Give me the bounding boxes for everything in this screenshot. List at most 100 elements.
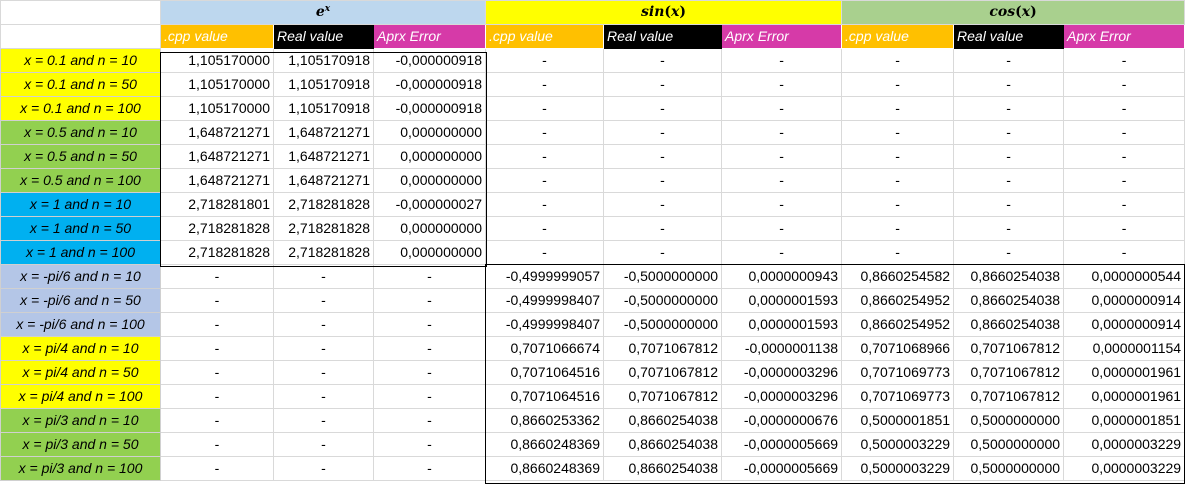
table-cell[interactable]: - — [841, 192, 955, 217]
group-header-cos[interactable]: cos(x) — [841, 0, 1186, 25]
table-cell[interactable]: - — [603, 120, 723, 145]
table-cell[interactable]: 0,000000000 — [372, 168, 487, 193]
table-cell[interactable]: 1,648721271 — [160, 144, 274, 169]
table-cell[interactable]: - — [160, 360, 274, 385]
row-label[interactable]: x = pi/4 and n = 10 — [0, 336, 161, 361]
table-cell[interactable]: - — [953, 48, 1065, 73]
table-cell[interactable]: 0,0000001593 — [721, 288, 843, 313]
table-cell[interactable]: -0,0000003296 — [721, 384, 843, 409]
table-cell[interactable]: - — [273, 360, 374, 385]
table-cell[interactable]: - — [1063, 48, 1186, 73]
row-label[interactable]: x = 0.5 and n = 100 — [0, 168, 161, 193]
table-cell[interactable]: 0,0000001851 — [1063, 408, 1186, 433]
table-cell[interactable]: 0,8660254038 — [953, 312, 1065, 337]
table-cell[interactable]: - — [721, 120, 843, 145]
table-cell[interactable]: - — [603, 144, 723, 169]
table-cell[interactable]: - — [953, 216, 1065, 241]
table-cell[interactable]: - — [485, 96, 605, 121]
table-cell[interactable]: -0,0000001138 — [721, 336, 843, 361]
row-label[interactable]: x = 1 and n = 50 — [0, 216, 161, 241]
table-cell[interactable]: - — [372, 360, 487, 385]
table-cell[interactable]: - — [485, 72, 605, 97]
row-label[interactable]: x = 1 and n = 100 — [0, 240, 161, 265]
table-cell[interactable]: -0,5000000000 — [603, 288, 723, 313]
table-cell[interactable]: - — [372, 288, 487, 313]
table-cell[interactable]: 0,7071067812 — [953, 336, 1065, 361]
table-cell[interactable]: 0,5000001851 — [841, 408, 955, 433]
table-cell[interactable]: - — [273, 432, 374, 457]
table-cell[interactable]: - — [721, 96, 843, 121]
table-cell[interactable]: - — [721, 48, 843, 73]
column-header[interactable]: .cpp value — [485, 24, 605, 49]
table-cell[interactable]: - — [1063, 192, 1186, 217]
table-cell[interactable]: - — [603, 240, 723, 265]
row-label[interactable]: x = 1 and n = 10 — [0, 192, 161, 217]
row-label[interactable]: x = -pi/6 and n = 10 — [0, 264, 161, 289]
table-cell[interactable]: 0,7071064516 — [485, 360, 605, 385]
table-cell[interactable]: - — [1063, 240, 1186, 265]
table-cell[interactable]: 0,000000000 — [372, 216, 487, 241]
table-cell[interactable]: 0,000000000 — [372, 240, 487, 265]
row-label[interactable]: x = 0.1 and n = 10 — [0, 48, 161, 73]
table-cell[interactable]: - — [273, 264, 374, 289]
table-cell[interactable]: -0,0000003296 — [721, 360, 843, 385]
group-header-ex[interactable]: ex — [159, 0, 487, 25]
table-cell[interactable]: - — [485, 240, 605, 265]
table-cell[interactable]: 0,8660254582 — [841, 264, 955, 289]
table-cell[interactable]: - — [721, 72, 843, 97]
table-cell[interactable]: 0,0000001593 — [721, 312, 843, 337]
table-cell[interactable]: 0,8660248369 — [485, 432, 605, 457]
column-header[interactable]: .cpp value — [841, 24, 955, 49]
table-cell[interactable]: - — [841, 96, 955, 121]
table-cell[interactable]: 0,7071069773 — [841, 360, 955, 385]
table-cell[interactable]: - — [953, 120, 1065, 145]
table-cell[interactable]: 0,0000001154 — [1063, 336, 1186, 361]
table-cell[interactable]: - — [160, 408, 274, 433]
table-cell[interactable]: - — [273, 384, 374, 409]
table-cell[interactable]: 1,105170000 — [160, 96, 274, 121]
table-cell[interactable]: - — [841, 168, 955, 193]
table-cell[interactable]: 1,648721271 — [273, 120, 374, 145]
table-cell[interactable]: 1,105170918 — [273, 96, 374, 121]
table-cell[interactable]: - — [160, 312, 274, 337]
table-cell[interactable]: - — [160, 384, 274, 409]
table-cell[interactable]: -0,4999999057 — [485, 264, 605, 289]
column-header[interactable]: Real value — [603, 24, 723, 49]
table-cell[interactable]: - — [273, 456, 374, 481]
column-header[interactable]: .cpp value — [160, 24, 274, 49]
table-cell[interactable]: - — [721, 192, 843, 217]
table-cell[interactable]: - — [160, 456, 274, 481]
table-cell[interactable]: - — [841, 120, 955, 145]
table-cell[interactable]: 1,105170918 — [273, 48, 374, 73]
table-cell[interactable]: 0,8660254038 — [953, 288, 1065, 313]
table-cell[interactable]: -0,000000027 — [372, 192, 487, 217]
table-cell[interactable]: 0,7071069773 — [841, 384, 955, 409]
table-cell[interactable]: - — [603, 168, 723, 193]
table-cell[interactable]: 1,648721271 — [273, 168, 374, 193]
row-label[interactable]: x = 0.5 and n = 10 — [0, 120, 161, 145]
table-cell[interactable]: 0,7071066674 — [485, 336, 605, 361]
table-cell[interactable]: - — [603, 192, 723, 217]
row-label[interactable]: x = 0.1 and n = 100 — [0, 96, 161, 121]
table-cell[interactable]: - — [603, 72, 723, 97]
table-cell[interactable]: 0,7071067812 — [603, 336, 723, 361]
table-cell[interactable]: - — [485, 168, 605, 193]
table-cell[interactable]: - — [953, 192, 1065, 217]
table-cell[interactable]: - — [160, 264, 274, 289]
table-cell[interactable]: - — [953, 168, 1065, 193]
table-cell[interactable]: 0,8660254952 — [841, 312, 955, 337]
table-cell[interactable]: - — [721, 240, 843, 265]
table-cell[interactable]: - — [603, 216, 723, 241]
table-cell[interactable]: - — [485, 144, 605, 169]
table-cell[interactable]: -0,000000918 — [372, 72, 487, 97]
table-cell[interactable]: -0,5000000000 — [603, 312, 723, 337]
row-label[interactable]: x = pi/4 and n = 50 — [0, 360, 161, 385]
table-cell[interactable]: - — [273, 408, 374, 433]
table-cell[interactable]: 2,718281828 — [273, 216, 374, 241]
table-cell[interactable]: 1,105170000 — [160, 48, 274, 73]
column-header[interactable]: Aprx Error — [372, 24, 487, 49]
table-cell[interactable]: - — [953, 72, 1065, 97]
table-cell[interactable]: 0,0000001961 — [1063, 384, 1186, 409]
table-cell[interactable]: 0,5000000000 — [953, 456, 1065, 481]
table-cell[interactable]: - — [841, 72, 955, 97]
